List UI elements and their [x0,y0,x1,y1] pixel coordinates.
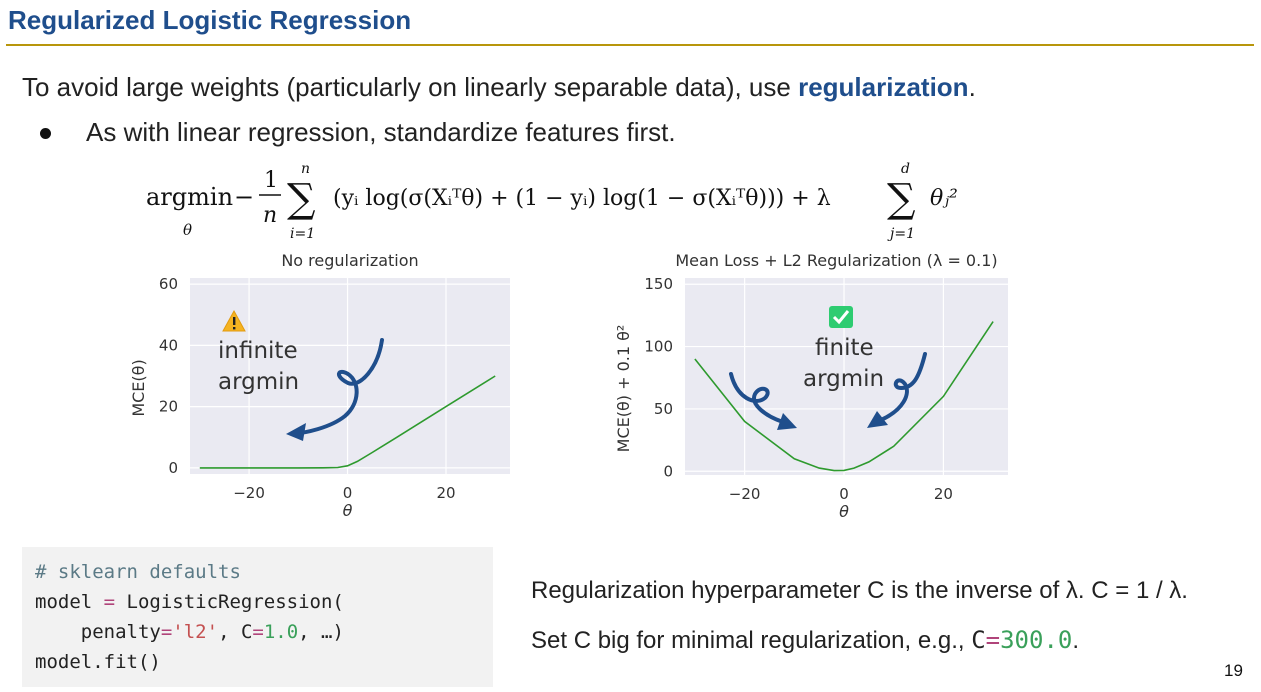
note-set-c-big: Set C big for minimal regularization, e.… [531,626,1080,654]
arrow-left-icon [729,372,785,424]
annotation-line2: argmin [218,369,299,395]
y-tick-label: 60 [159,275,178,293]
formula-sum2-bottom: j=1 [887,226,915,242]
intro-keyword: regularization [798,72,969,102]
chart-no-regularization: −20 0 20 0 20 40 60 No regularization θ MCE(θ)… [129,251,510,520]
warning-icon [222,309,246,332]
check-icon [829,306,853,328]
note-inverse-lambda: Regularization hyperparameter C is the i… [531,577,1188,604]
y-tick-label: 0 [168,459,178,477]
annotation-line1: infinite [218,338,298,364]
intro-text: To avoid large weights (particularly on … [22,72,976,103]
arrow-icon [290,338,384,436]
y-tick-label: 40 [159,336,178,354]
y-tick-label: 100 [644,338,673,356]
slide-title: Regularized Logistic Regression [8,5,412,35]
y-tick-label: 20 [159,398,178,416]
formula-tail: θⱼ² [930,186,958,211]
y-tick-label: 0 [663,462,673,480]
objective-formula: argmin θ − 1 n n ∑ i=1 (yᵢ log(σ(Xᵢᵀθ) +… [146,161,958,242]
code-block: # sklearn defaults model = LogisticRegre… [22,547,493,687]
y-tick-label: 150 [644,275,673,293]
formula-sum1-top: n [301,161,310,177]
formula-body: (yᵢ log(σ(Xᵢᵀθ) + (1 − yᵢ) log(1 − σ(Xᵢᵀ… [333,186,831,211]
annotation-line1: finite [815,335,874,361]
chart-xlabel: θ [343,501,353,520]
y-tick-label: 50 [654,400,673,418]
intro-body: To avoid large weights (particularly on … [22,72,799,102]
arrow-right-icon [879,352,927,422]
bullet-dot [40,128,51,139]
arrow-head-icon [286,423,306,441]
x-tick-label: 0 [343,484,353,502]
chart-xlabel: θ [839,502,849,521]
chart-title: Mean Loss + L2 Regularization (λ = 0.1) [675,251,997,270]
code-line-model: model = LogisticRegression( [35,591,344,613]
page-number: 19 [1224,661,1243,680]
bullet-text: As with linear regression, standardize f… [86,117,676,147]
series-line [694,321,994,472]
arrow-left-head-icon [777,413,797,430]
formula-argmin: argmin [146,183,233,211]
formula-sum1: ∑ [287,176,316,222]
chart-l2-regularization: −20 0 20 0 50 100 150 Mean Loss + L2 Regulariz… [614,251,1008,521]
title-divider [6,44,1254,46]
formula-frac-den: n [263,203,277,228]
x-tick-label: 20 [436,484,455,502]
annotation-finite-argmin: finite argmin [729,306,927,430]
code-line-penalty: penalty='l2', C=1.0, …) [35,621,344,643]
formula-sum2-top: d [901,161,910,177]
intro-end: . [968,72,976,102]
formula-minus: − [234,183,254,211]
x-tick-label: 20 [934,485,953,503]
formula-sum2: ∑ [887,176,916,222]
code-line-fit: model.fit() [35,651,161,673]
chart-ylabel: MCE(θ) [129,359,148,416]
code-comment: # sklearn defaults [35,561,241,583]
formula-sum1-bottom: i=1 [290,226,315,242]
formula-frac-num: 1 [264,168,278,193]
chart-ylabel: MCE(θ) + 0.1 θ² [614,325,633,453]
annotation-infinite-argmin: infinite argmin [218,309,384,441]
x-tick-label: −20 [729,485,761,503]
series-line [199,375,496,469]
annotation-line2: argmin [803,366,884,392]
x-tick-label: −20 [233,484,265,502]
arrow-right-head-icon [867,411,888,428]
chart-title: No regularization [281,251,418,270]
formula-argmin-sub: θ [183,221,192,239]
x-tick-label: 0 [839,485,849,503]
